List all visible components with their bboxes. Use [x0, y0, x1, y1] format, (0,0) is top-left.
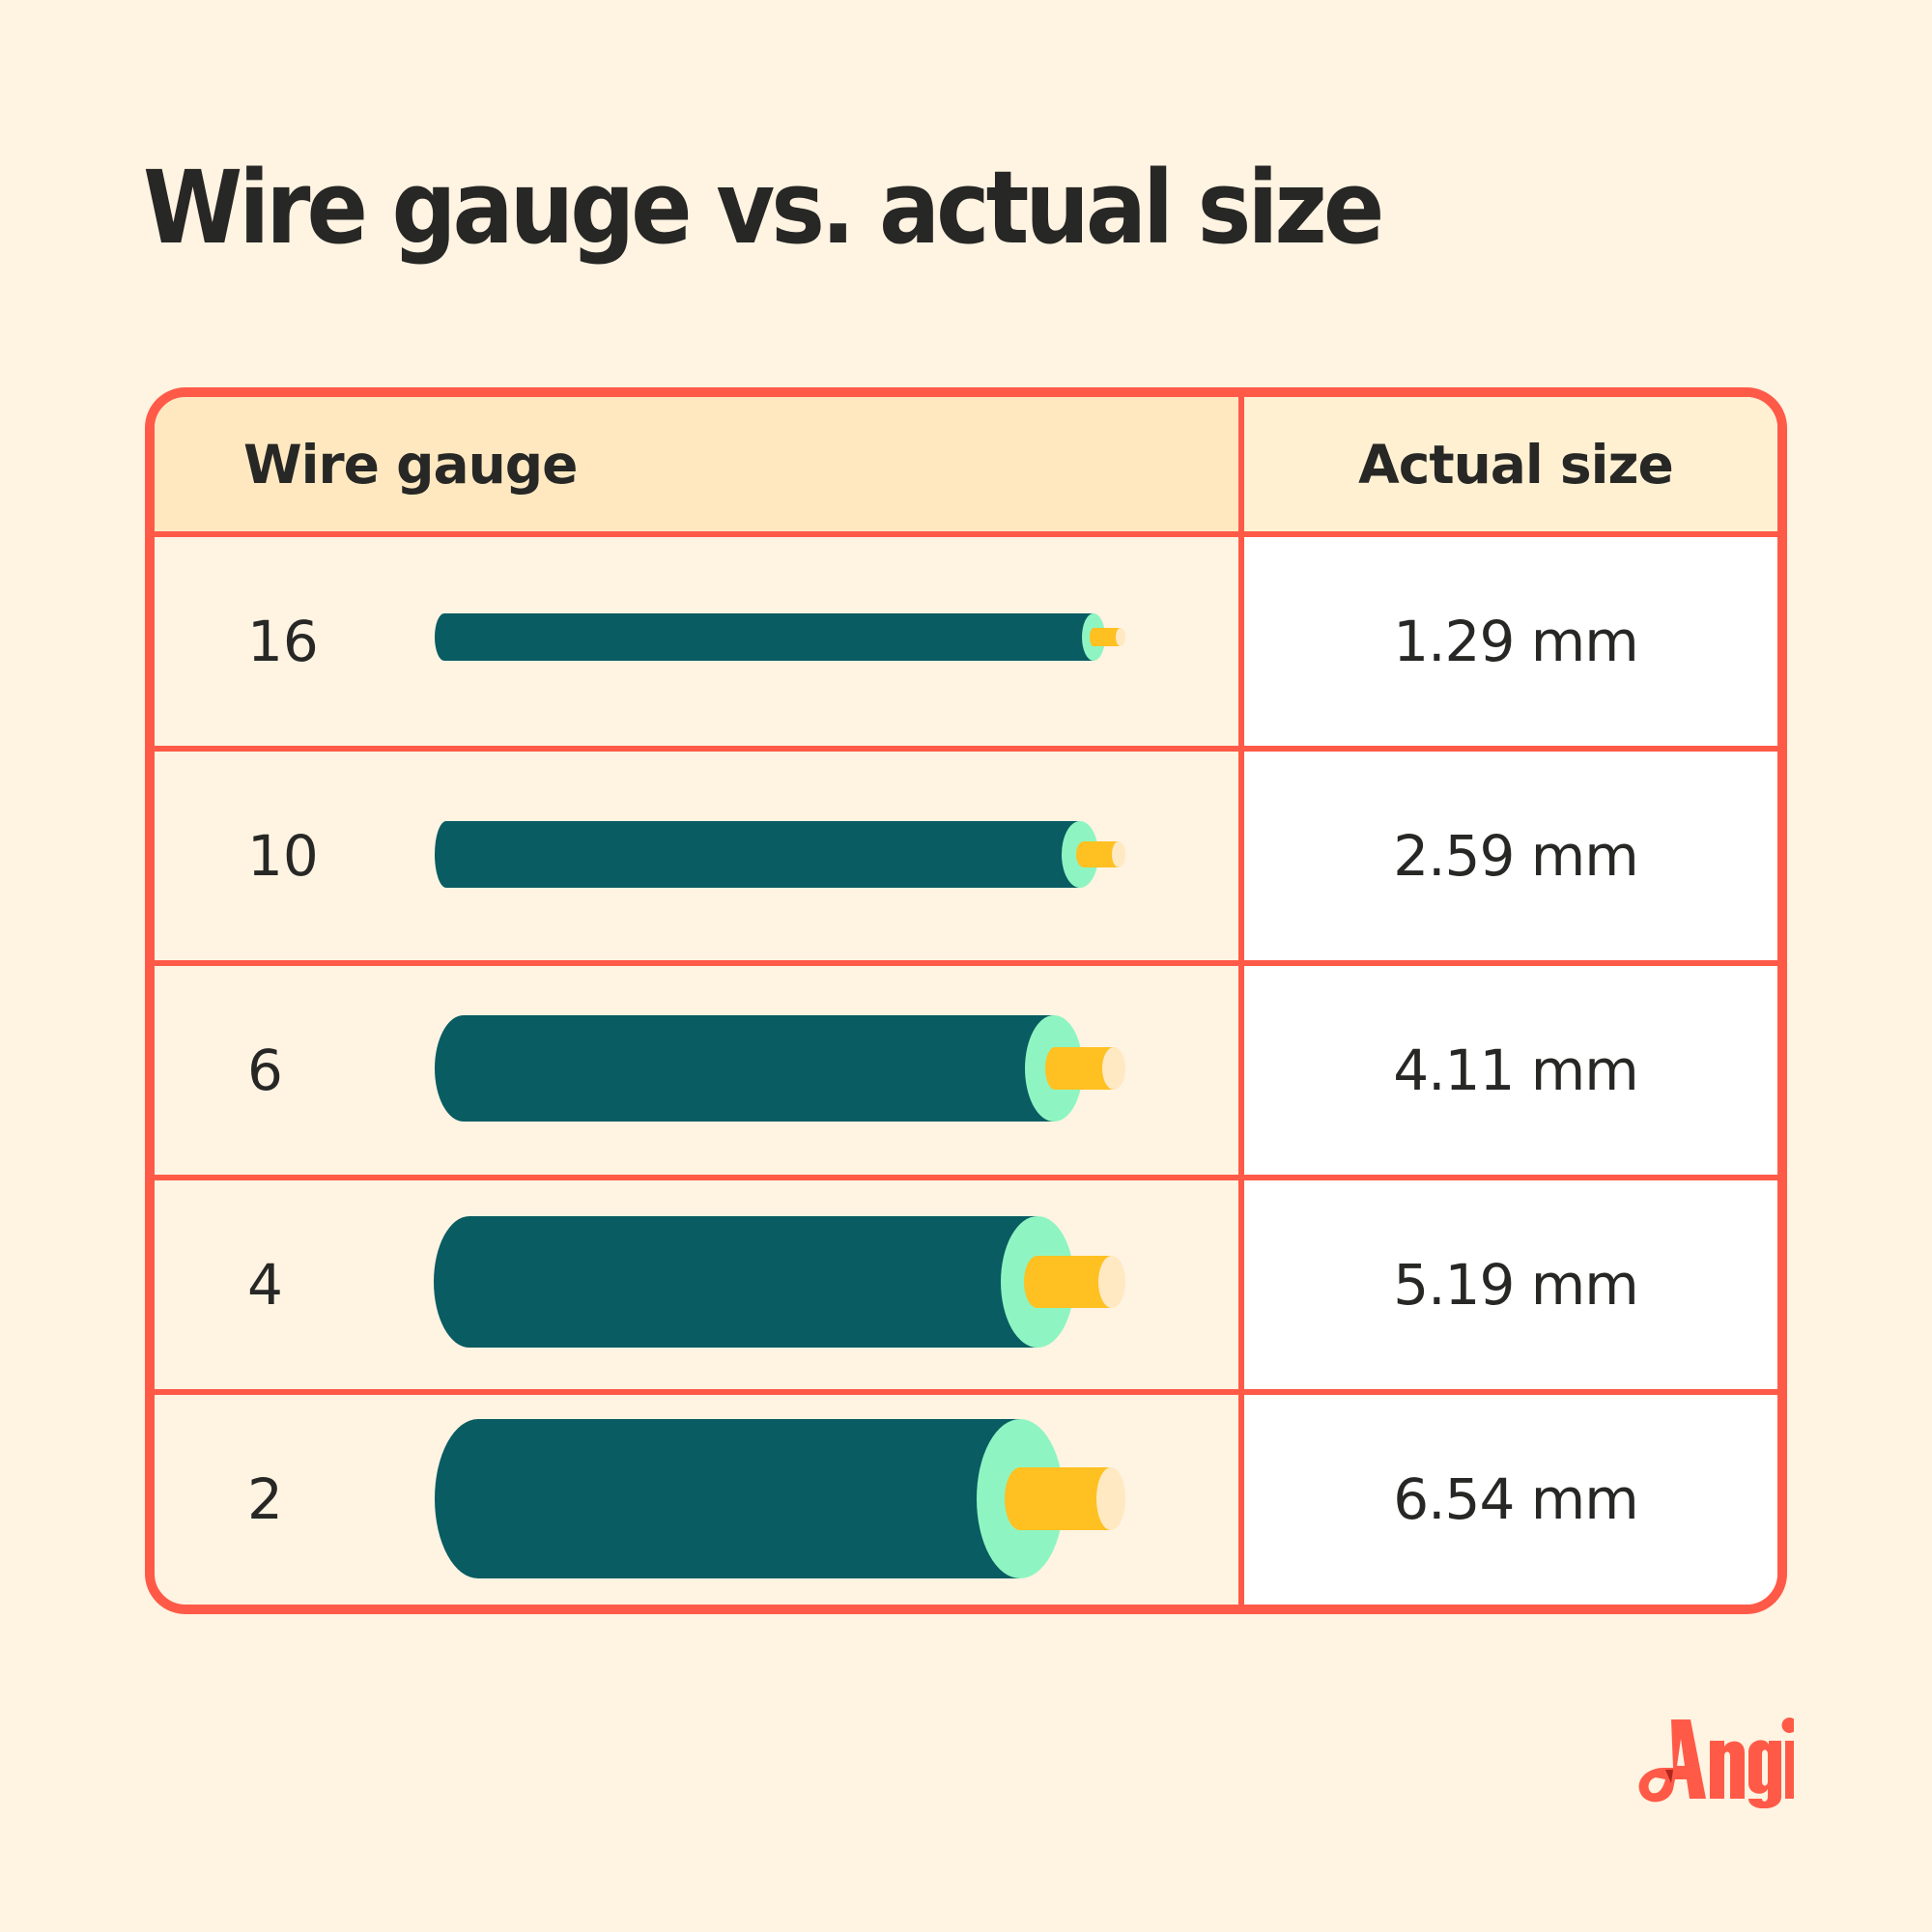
wire-icon-2: [435, 1419, 1125, 1578]
table-row: 2 6.54 mm: [155, 1395, 1777, 1604]
actual-size-column-bg: [1244, 397, 1777, 1605]
wire-gauge-table: Wire gauge Actual size 16 1.29 mm 10 2.5…: [145, 387, 1787, 1614]
gauge-value: 4: [247, 1252, 283, 1318]
header-cell-wire-gauge: [155, 397, 1238, 531]
table-row: 10 2.59 mm: [155, 752, 1777, 960]
wire-illustrations: [434, 613, 1125, 1578]
header-cell-actual-size: [1244, 397, 1777, 531]
row-divider: [155, 1389, 1777, 1395]
gauge-value: 6: [247, 1037, 283, 1103]
size-value: 6.54 mm: [1393, 1466, 1639, 1532]
wire-icon-16: [435, 613, 1125, 661]
row-divider: [155, 746, 1777, 752]
column-divider: [1238, 397, 1244, 1605]
gauge-value: 2: [247, 1466, 283, 1532]
table-row: 6 4.11 mm: [155, 966, 1777, 1175]
row-divider: [155, 1175, 1777, 1180]
gauge-value: 16: [247, 609, 319, 674]
gauge-value: 10: [247, 823, 319, 889]
size-value: 2.59 mm: [1393, 823, 1639, 889]
size-value: 5.19 mm: [1393, 1252, 1639, 1318]
table-row: 4 5.19 mm: [155, 1180, 1777, 1389]
size-value: 1.29 mm: [1393, 609, 1639, 674]
wire-icon-6: [435, 1015, 1125, 1122]
header-actual-size: Actual size: [1358, 434, 1674, 496]
size-value: 4.11 mm: [1393, 1037, 1639, 1103]
row-divider: [155, 960, 1777, 966]
header-divider: [155, 531, 1777, 537]
angi-logo: Angi: [1638, 1718, 1794, 1808]
page-title: Wire gauge vs. actual size: [143, 149, 1384, 267]
wire-icon-10: [435, 821, 1125, 888]
table-row: 16 1.29 mm: [155, 537, 1777, 746]
header-wire-gauge: Wire gauge: [243, 434, 578, 496]
wire-icon-4: [434, 1216, 1125, 1348]
